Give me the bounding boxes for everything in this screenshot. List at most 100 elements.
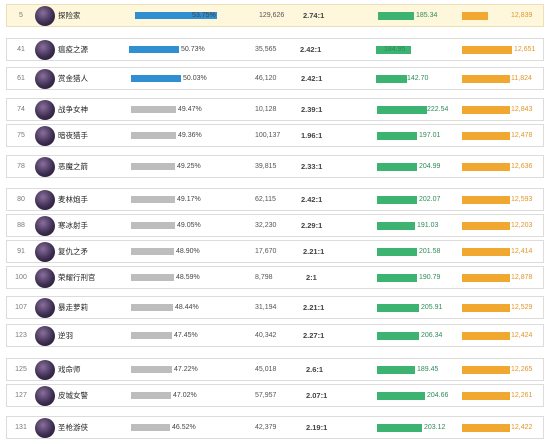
win-rate-bar	[131, 163, 175, 170]
champion-avatar[interactable]	[35, 386, 55, 406]
table-row[interactable]: 80 麦林炮手 49.17% 62,115 2.42:1 202.07 12,593	[6, 188, 544, 211]
champion-avatar[interactable]	[35, 126, 55, 146]
champion-name[interactable]: 戏命师	[58, 365, 81, 374]
win-rate-bar	[131, 75, 181, 82]
kda-ratio: 2.42:1	[300, 45, 322, 54]
green-stat-bar	[376, 75, 407, 83]
rank-cell: 107	[15, 304, 27, 311]
rank-cell: 91	[17, 248, 25, 255]
games-count: 39,815	[255, 163, 277, 170]
green-stat-value: 190.79	[419, 274, 441, 281]
champion-avatar[interactable]	[35, 268, 55, 288]
table-row[interactable]: 125 戏命师 47.22% 45,018 2.6:1 189.45 12,265	[6, 358, 544, 381]
rank-cell: 100	[15, 274, 27, 281]
table-row[interactable]: 61 赏金猎人 50.03% 46,120 2.42:1 142.70 11,824	[6, 67, 544, 90]
orange-stat-value: 12,265	[511, 366, 533, 373]
champion-avatar[interactable]	[35, 418, 55, 438]
orange-stat-value: 12,422	[511, 424, 533, 431]
table-row[interactable]: 41 瘟疫之源 50.73% 35,565 2.42:1 184.95 12,651	[6, 38, 544, 61]
champion-name[interactable]: 逆羽	[58, 331, 73, 340]
table-row[interactable]: 100 荣耀行刑官 48.59% 8,798 2:1 190.79 12,878	[6, 266, 544, 289]
kda-ratio: 2.74:1	[303, 11, 325, 20]
orange-stat-bar	[462, 248, 510, 256]
kda-ratio: 2.42:1	[301, 74, 323, 83]
orange-stat-value: 12,878	[511, 274, 533, 281]
champion-avatar[interactable]	[35, 216, 55, 236]
champion-name[interactable]: 荣耀行刑官	[58, 273, 96, 282]
orange-stat-bar	[462, 163, 510, 171]
champion-name[interactable]: 探险家	[58, 11, 81, 20]
champion-avatar[interactable]	[35, 6, 55, 26]
green-stat-value: 197.01	[419, 132, 441, 139]
win-rate-bar	[131, 248, 174, 255]
table-row[interactable]: 91 复仇之矛 48.90% 17,670 2.21:1 201.58 12,414	[6, 240, 544, 263]
rank-cell: 88	[17, 222, 25, 229]
champion-avatar[interactable]	[35, 242, 55, 262]
champion-avatar[interactable]	[35, 298, 55, 318]
champion-name[interactable]: 暗夜猎手	[58, 131, 88, 140]
win-rate-value: 46.52%	[172, 424, 196, 431]
champion-avatar[interactable]	[35, 326, 55, 346]
table-row[interactable]: 131 圣枪游侠 46.52% 42,379 2.19:1 203.12 12,422	[6, 416, 544, 439]
champion-avatar[interactable]	[35, 100, 55, 120]
champion-name[interactable]: 战争女神	[58, 105, 88, 114]
champion-name[interactable]: 圣枪游侠	[58, 423, 88, 432]
games-count: 8,798	[255, 274, 273, 281]
champion-name[interactable]: 寒冰射手	[58, 221, 88, 230]
green-stat-value: 142.70	[407, 75, 429, 82]
table-row[interactable]: 75 暗夜猎手 49.36% 100,137 1.96:1 197.01 12,478	[6, 124, 544, 147]
kda-ratio: 2.07:1	[306, 391, 328, 400]
orange-stat-value: 12,839	[511, 12, 533, 19]
games-count: 32,230	[255, 222, 277, 229]
games-count: 62,115	[255, 196, 276, 203]
win-rate-value: 49.47%	[178, 106, 202, 113]
champion-avatar[interactable]	[35, 360, 55, 380]
champion-name[interactable]: 皮城女警	[58, 391, 88, 400]
orange-stat-value: 12,843	[511, 106, 533, 113]
table-row[interactable]: 123 逆羽 47.45% 40,342 2.27:1 206.34 12,424	[6, 324, 544, 347]
green-stat-value: 185.34	[416, 12, 438, 19]
green-stat-value: 202.07	[419, 196, 441, 203]
win-rate-value: 49.36%	[178, 132, 202, 139]
table-row[interactable]: 78 恶魔之箭 49.25% 39,815 2.33:1 204.99 12,636	[6, 155, 544, 178]
kda-ratio: 2.33:1	[301, 162, 323, 171]
orange-stat-bar	[462, 132, 510, 140]
kda-ratio: 1.96:1	[301, 131, 323, 140]
rank-cell: 5	[19, 12, 23, 19]
champion-avatar[interactable]	[35, 40, 55, 60]
kda-ratio: 2.27:1	[303, 331, 325, 340]
champion-name[interactable]: 赏金猎人	[58, 74, 88, 83]
champion-name[interactable]: 复仇之矛	[58, 247, 88, 256]
green-stat-value: 203.12	[424, 424, 446, 431]
orange-stat-bar	[462, 304, 510, 312]
green-stat-bar	[378, 12, 414, 20]
champion-name[interactable]: 恶魔之箭	[58, 162, 88, 171]
rank-cell: 41	[17, 46, 25, 53]
win-rate-bar	[131, 392, 171, 399]
win-rate-bar	[129, 46, 179, 53]
champion-name[interactable]: 瘟疫之源	[58, 45, 88, 54]
table-row[interactable]: 107 暴走萝莉 48.44% 31,194 2.21:1 205.91 12,529	[6, 296, 544, 319]
green-stat-bar	[377, 424, 422, 432]
champion-name[interactable]: 麦林炮手	[58, 195, 88, 204]
rank-cell: 131	[15, 424, 27, 431]
kda-ratio: 2.39:1	[301, 105, 323, 114]
champion-name[interactable]: 暴走萝莉	[58, 303, 88, 312]
green-stat-bar	[377, 304, 419, 312]
green-stat-value: 184.95	[384, 46, 406, 53]
table-row[interactable]: 5 探险家 53.75% 129,626 2.74:1 185.34 12,839	[6, 4, 544, 27]
rank-cell: 75	[17, 132, 25, 139]
orange-stat-bar	[462, 222, 510, 230]
table-row[interactable]: 88 寒冰射手 49.05% 32,230 2.29:1 191.03 12,203	[6, 214, 544, 237]
rank-cell: 74	[17, 106, 25, 113]
table-row[interactable]: 127 皮城女警 47.02% 57,957 2.07:1 204.66 12,261	[6, 384, 544, 407]
kda-ratio: 2.6:1	[306, 365, 324, 374]
table-row[interactable]: 74 战争女神 49.47% 10,128 2.39:1 222.54 12,843	[6, 98, 544, 121]
champion-avatar[interactable]	[35, 190, 55, 210]
champion-avatar[interactable]	[35, 69, 55, 89]
champion-avatar[interactable]	[35, 157, 55, 177]
win-rate-value: 49.05%	[177, 222, 201, 229]
rank-cell: 61	[17, 75, 25, 82]
green-stat-bar	[377, 132, 417, 140]
